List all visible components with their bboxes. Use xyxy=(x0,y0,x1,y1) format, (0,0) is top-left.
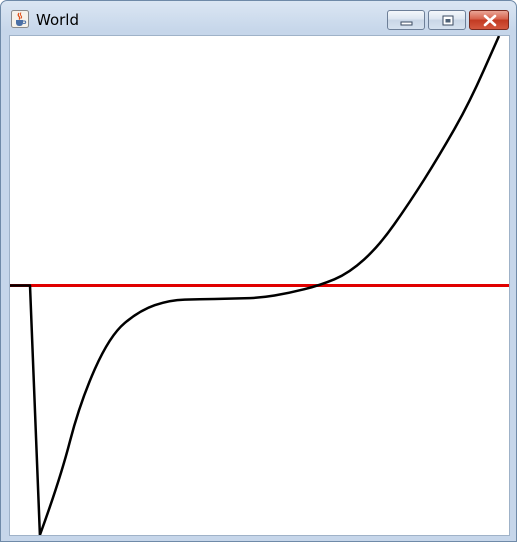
minimize-button[interactable] xyxy=(387,10,425,30)
title-bar[interactable]: World xyxy=(1,1,518,35)
maximize-button[interactable] xyxy=(428,10,466,30)
close-icon xyxy=(483,14,497,27)
function-curve xyxy=(10,36,501,535)
drawing-canvas[interactable] xyxy=(9,35,510,536)
java-cup-icon[interactable] xyxy=(11,10,29,28)
plot-area xyxy=(10,36,509,535)
close-button[interactable] xyxy=(469,10,509,30)
minimize-icon xyxy=(400,21,413,26)
window-title: World xyxy=(36,11,79,29)
maximize-icon xyxy=(442,15,454,26)
